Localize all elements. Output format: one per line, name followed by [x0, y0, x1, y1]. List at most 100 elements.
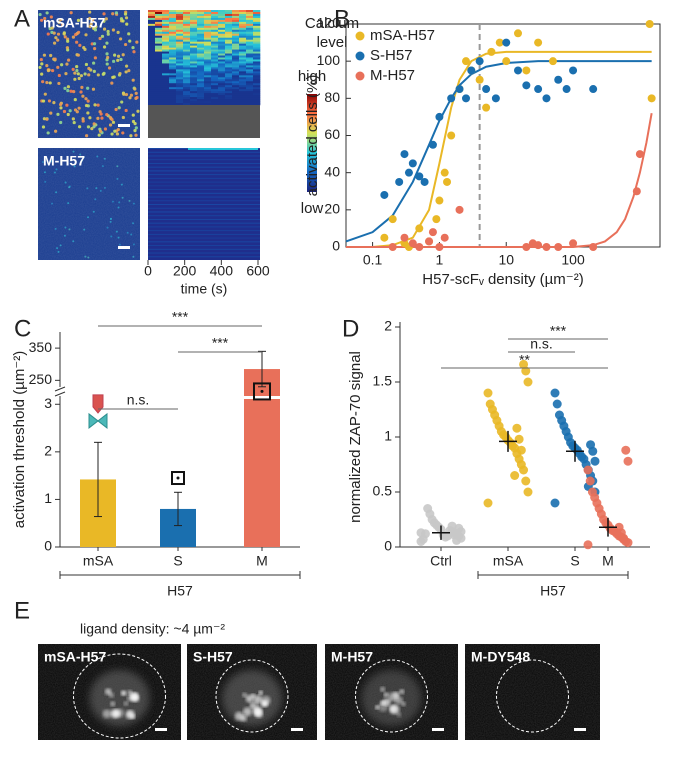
- heatmap-cell: [218, 53, 226, 56]
- cluster: [242, 707, 252, 717]
- heatmap-cell: [239, 71, 247, 74]
- heatmap-cell: [204, 71, 212, 74]
- heatmap-cell: [225, 69, 233, 72]
- heatmap-cell: [239, 35, 247, 39]
- data-point: [569, 239, 578, 248]
- heatmap-cell: [218, 27, 226, 31]
- heatmap-cell: [225, 45, 233, 48]
- heatmap-cell: [176, 23, 184, 27]
- heatmap-cell: [211, 101, 219, 104]
- heatmap-cell: [232, 29, 240, 33]
- heatmap-cell: [197, 89, 205, 92]
- heatmap-cell: [155, 23, 163, 27]
- data-point: [428, 228, 437, 237]
- legend-marker: [355, 51, 365, 61]
- heatmap-cell: [204, 63, 212, 66]
- heatmap-cell: [162, 45, 170, 48]
- heatmap-cell: [169, 97, 177, 100]
- point-marker: [88, 412, 108, 429]
- heatmap-cell: [218, 11, 226, 15]
- heatmap-cell: [162, 31, 170, 35]
- heatmap-cell: [246, 19, 254, 23]
- heatmap-cell: [190, 33, 198, 37]
- heatmap-cell: [148, 57, 156, 60]
- heatmap-cell: [169, 57, 177, 60]
- y-tick-label: 0: [384, 538, 392, 554]
- heatmap-cell: [197, 23, 205, 27]
- heatmap-cell: [155, 71, 163, 74]
- heatmap-cell: [148, 91, 156, 94]
- heatmap-cell: [211, 21, 219, 25]
- heatmap-cell: [225, 85, 233, 88]
- heatmap-cell: [232, 85, 240, 88]
- heatmap-cell: [218, 41, 226, 44]
- heatmap-cell: [204, 21, 212, 25]
- heatmap-cell: [148, 29, 156, 33]
- data-point: [623, 456, 633, 466]
- cluster: [123, 701, 129, 706]
- heatmap-cell: [232, 37, 240, 40]
- heatmap-cell: [169, 11, 177, 15]
- heatmap-cell: [211, 53, 219, 56]
- heatmap-cell: [211, 41, 219, 44]
- heatmap-cell: [155, 75, 163, 78]
- data-point: [534, 38, 543, 47]
- heatmap-cell: [190, 19, 198, 23]
- heatmap-cell: [225, 53, 233, 56]
- heatmap-cell: [162, 17, 170, 21]
- heatmap-cell: [183, 71, 191, 74]
- data-point: [621, 445, 631, 455]
- heatmap-cell: [232, 39, 240, 42]
- heatmap-cell: [183, 65, 191, 68]
- heatmap-cell: [148, 25, 156, 29]
- scale-bar: [155, 728, 167, 731]
- heatmap-cell: [155, 57, 163, 60]
- heatmap-cell: [183, 103, 191, 106]
- y-tick-label: 350: [29, 339, 53, 355]
- heatmap-cell: [253, 99, 261, 102]
- data-point: [554, 75, 563, 84]
- heatmap-cell: [190, 75, 198, 78]
- data-point: [462, 57, 471, 66]
- heatmap-cell: [253, 41, 261, 44]
- data-point: [435, 196, 444, 205]
- heatmap-cell: [204, 69, 212, 72]
- heatmap-cell: [155, 21, 163, 25]
- heatmap-cell: [211, 37, 219, 40]
- heatmap-cell: [176, 13, 184, 17]
- heatmap-cell: [176, 29, 184, 33]
- legend-label: S-H57: [370, 47, 413, 64]
- significance-label: ***: [212, 335, 229, 351]
- heatmap-cell: [253, 89, 261, 92]
- heatmap-cell: [225, 21, 233, 25]
- heatmap-cell: [183, 69, 191, 72]
- heatmap-cell: [169, 13, 177, 17]
- y-tick-label: 0.5: [373, 483, 393, 499]
- heatmap-cell: [246, 75, 254, 78]
- heatmap-cell: [148, 51, 156, 54]
- heatmap-cell: [211, 95, 219, 98]
- heatmap-cell: [246, 77, 254, 80]
- heatmap-cell: [211, 51, 219, 54]
- data-point: [550, 498, 560, 508]
- cluster: [261, 700, 269, 708]
- heatmap-cell: [239, 95, 247, 98]
- data-point: [542, 243, 551, 251]
- heatmap-cell: [190, 65, 198, 68]
- y-tick-label: 120: [317, 15, 341, 31]
- heatmap-cell: [218, 81, 226, 84]
- heatmap-cell: [218, 10, 226, 13]
- heatmap-cell: [204, 13, 212, 17]
- heatmap-cell: [211, 59, 219, 62]
- heatmap-cell: [169, 49, 177, 52]
- heatmap-cell: [239, 39, 247, 42]
- heatmap-cell: [232, 47, 240, 50]
- y-tick-label: 3: [44, 395, 52, 411]
- legend-marker: [355, 71, 365, 81]
- data-point: [502, 57, 511, 66]
- heatmap-cell: [225, 83, 233, 86]
- heatmap-cell: [155, 63, 163, 66]
- heatmap-cell: [169, 59, 177, 62]
- heatmap-cell: [155, 13, 163, 17]
- heatmap-cell: [211, 29, 219, 33]
